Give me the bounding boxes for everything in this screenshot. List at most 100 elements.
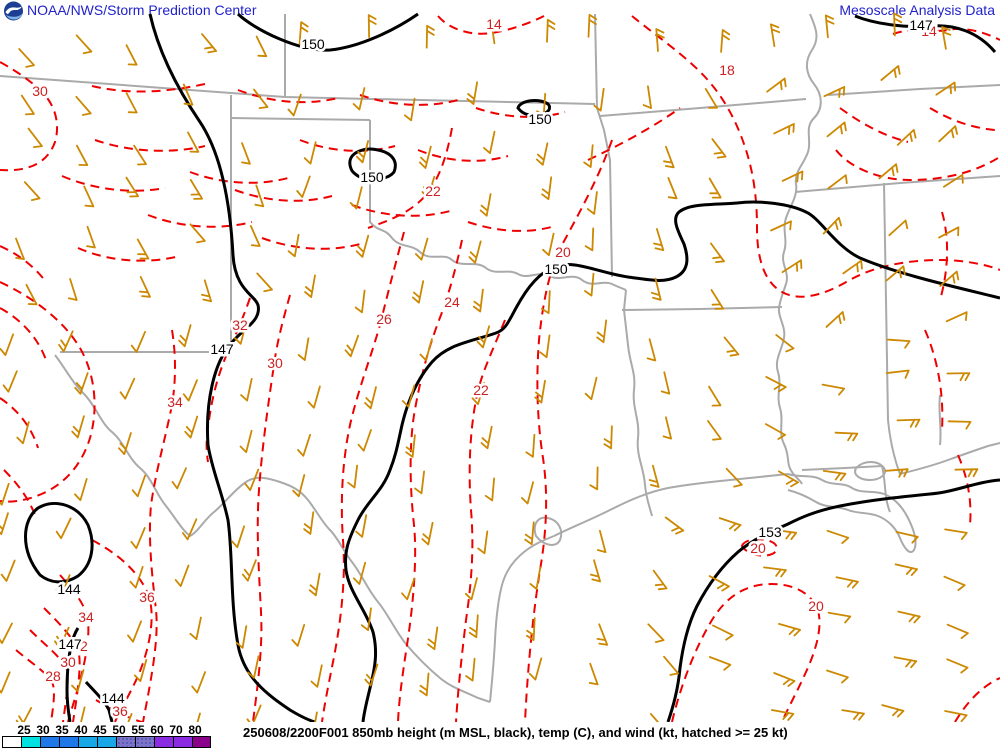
wind-barb	[287, 233, 300, 258]
wind-barb	[827, 611, 852, 624]
wind-barb	[773, 672, 796, 687]
wind-barb	[307, 385, 321, 409]
wind-barb	[710, 289, 725, 310]
wind-barb	[589, 466, 599, 491]
wind-barb	[584, 376, 598, 401]
wind-barb	[256, 272, 273, 293]
wind-barb	[18, 48, 35, 68]
wind-barb	[20, 94, 35, 116]
colorbar-tick-label: 40	[74, 723, 88, 737]
wind-barb	[468, 240, 482, 264]
wind-barb	[55, 574, 71, 597]
wind-barb	[766, 77, 787, 93]
wind-barb	[954, 468, 979, 478]
wind-barb	[182, 83, 194, 106]
wind-barb	[201, 33, 217, 54]
wind-barb	[178, 324, 192, 348]
wind-barb	[133, 144, 147, 166]
wind-barb	[534, 379, 546, 404]
contour-label: 14	[486, 16, 502, 32]
wind-barb	[419, 672, 430, 697]
wind-barb	[303, 141, 317, 165]
colorbar-tick-label: 80	[188, 723, 202, 737]
wind-barb	[885, 265, 906, 282]
wind-barb	[133, 659, 148, 682]
wind-barb	[781, 170, 804, 183]
wind-barb	[127, 620, 142, 643]
wind-barb	[2, 370, 18, 393]
wind-barb	[778, 623, 801, 637]
wind-barb	[427, 626, 439, 651]
contour-label: 20	[808, 598, 824, 614]
wind-barb	[471, 382, 486, 405]
wind-barb	[763, 566, 787, 578]
wind-barb	[947, 420, 972, 430]
contour-label: 36	[139, 589, 155, 605]
wind-barb	[352, 87, 366, 111]
wind-barb	[826, 669, 849, 684]
wind-barb	[536, 92, 547, 117]
wind-barb	[941, 26, 952, 50]
wind-barb	[826, 529, 850, 544]
wind-barb	[472, 288, 484, 313]
wind-barb	[360, 607, 372, 631]
wind-barb	[464, 577, 478, 601]
wind-barb	[490, 20, 501, 45]
contour-label: 20	[555, 244, 571, 260]
wind-barb	[663, 655, 680, 676]
contour-label: 32	[232, 317, 248, 333]
wind-barb	[184, 415, 199, 439]
wind-barb	[720, 29, 731, 53]
wind-barb	[770, 709, 795, 721]
wind-barb	[466, 81, 478, 105]
wind-barb	[596, 529, 607, 553]
wind-barb	[649, 713, 660, 722]
wind-barb	[723, 336, 740, 357]
wind-barb	[541, 176, 553, 200]
wind-barb	[546, 18, 556, 43]
contour-label: 150	[528, 111, 552, 127]
wind-barb	[355, 514, 368, 538]
wind-barb	[584, 227, 595, 252]
wind-barb	[483, 130, 496, 155]
wind-barb	[125, 44, 138, 66]
wind-barb	[704, 88, 718, 109]
wind-barb	[710, 242, 725, 263]
wind-barb	[725, 467, 743, 488]
wind-barb	[0, 559, 16, 582]
wind-barb	[521, 481, 534, 505]
wind-barb	[189, 616, 202, 640]
wind-barb	[821, 383, 846, 396]
wind-barb	[196, 712, 201, 722]
wind-barb	[349, 186, 363, 210]
wind-barb	[0, 512, 9, 535]
wind-barb	[536, 142, 549, 166]
colorbar-cell	[116, 736, 135, 748]
wind-barb	[249, 225, 261, 247]
wind-barb	[529, 566, 542, 590]
contour-label: 20	[750, 540, 766, 556]
wind-barb	[71, 669, 85, 693]
wind-barb	[946, 372, 971, 382]
wind-barb	[712, 624, 734, 641]
wind-barb	[484, 477, 495, 502]
noaa-logo-icon	[3, 1, 24, 26]
wind-barb	[55, 517, 72, 540]
wind-barb	[304, 274, 316, 298]
contour-label: 28	[45, 668, 61, 684]
wind-barb	[943, 174, 964, 188]
wind-barb	[0, 622, 13, 644]
wind-barb	[235, 625, 248, 649]
wind-barb	[476, 325, 491, 349]
contour-label: 150	[360, 169, 384, 185]
colorbar-tick-label: 30	[36, 723, 50, 737]
wind-barb	[241, 559, 257, 582]
wind-barb	[287, 93, 302, 117]
wind-barb	[664, 516, 685, 535]
wind-barb	[707, 420, 722, 441]
colorbar-cell	[173, 736, 192, 748]
wind-barb	[893, 656, 918, 669]
colorbar-tick-label: 25	[17, 723, 31, 737]
wind-barb	[765, 376, 787, 393]
wind-barb	[773, 123, 795, 135]
